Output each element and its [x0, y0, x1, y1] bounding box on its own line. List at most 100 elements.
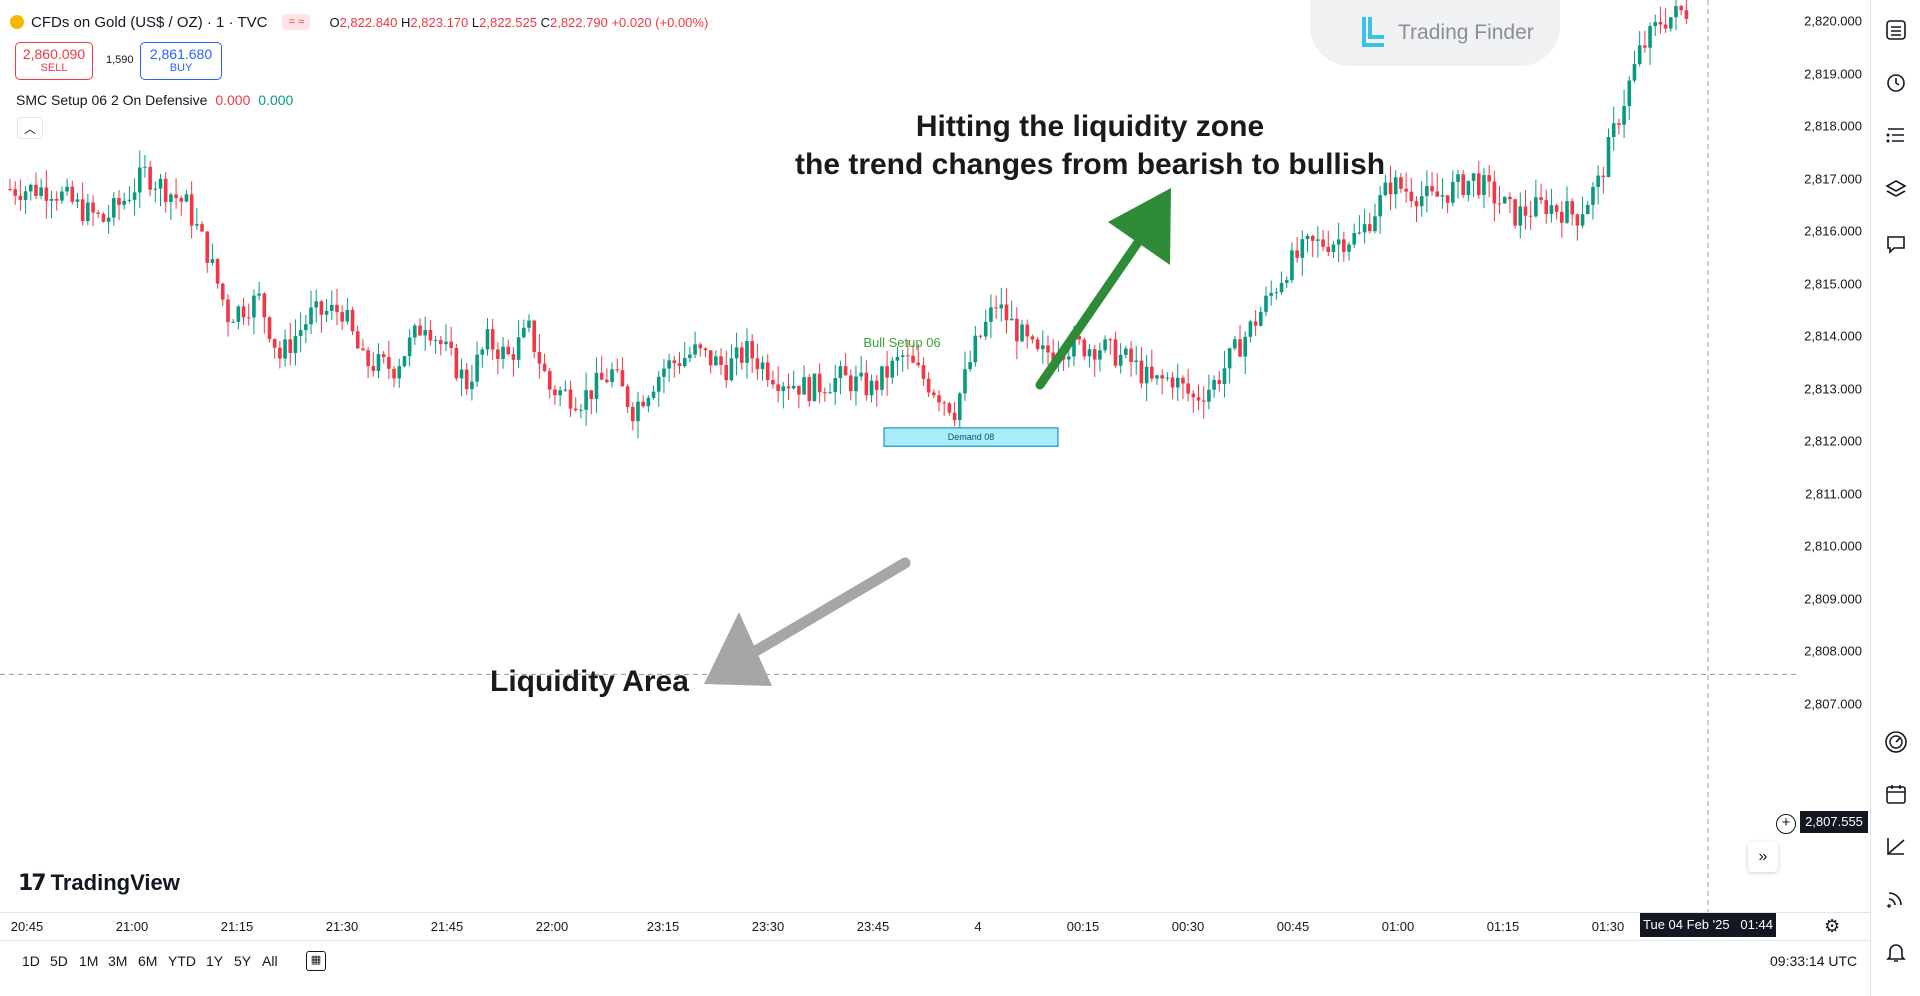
candle-body	[558, 390, 562, 396]
candle	[117, 189, 121, 221]
candle	[423, 316, 427, 352]
symbol-name[interactable]: CFDs on Gold (US$ / OZ) · 1 · TVC	[31, 13, 268, 31]
candle-body	[688, 354, 692, 359]
range-button-1y[interactable]: 1Y	[206, 953, 224, 969]
notification-bell-icon[interactable]	[1882, 938, 1910, 966]
candle-body	[662, 368, 666, 377]
chat-icon[interactable]	[1882, 230, 1910, 258]
candle-body	[1632, 64, 1637, 81]
candle-body	[371, 366, 376, 372]
candle	[298, 312, 303, 353]
time-tick-label: 21:15	[220, 919, 254, 934]
candle	[1035, 336, 1040, 352]
candle	[1674, 0, 1678, 31]
indicator-legend[interactable]: SMC Setup 06 2 On Defensive 0.000 0.000	[16, 92, 293, 108]
candle-body	[869, 380, 874, 396]
candle	[1445, 195, 1450, 214]
candle	[75, 192, 80, 209]
candle	[1030, 334, 1035, 344]
gear-icon[interactable]: ⚙	[1824, 916, 1841, 936]
candle-body	[1367, 224, 1372, 232]
candle	[236, 304, 241, 330]
candle	[1243, 331, 1248, 375]
candle-body	[132, 192, 137, 200]
watchlist-icon[interactable]	[1882, 16, 1910, 44]
range-button-6m[interactable]: 6M	[138, 953, 158, 969]
candle	[392, 365, 396, 388]
price-scale[interactable]: 2,820.000 2,819.000 2,818.000 2,817.000 2,81…	[1800, 0, 1870, 912]
candle-body	[1243, 336, 1248, 357]
candle-body	[210, 259, 215, 263]
candle	[262, 292, 267, 334]
candle-body	[1191, 393, 1196, 398]
candle	[195, 208, 199, 230]
utc-clock[interactable]: 09:33:14 UTC	[1770, 953, 1858, 969]
broadcast-icon[interactable]	[1882, 884, 1910, 912]
candle	[1108, 337, 1113, 355]
candle	[843, 353, 848, 376]
candle	[1425, 170, 1429, 213]
range-button-1m[interactable]: 1M	[79, 953, 99, 969]
candle	[319, 299, 324, 333]
range-button-all[interactable]: All	[262, 953, 278, 969]
candle-body	[994, 307, 998, 309]
candle-body	[314, 301, 319, 308]
chart-pane[interactable]: Demand 08 Bull Setup 06 Trading Finder CF…	[0, 0, 1800, 912]
buy-button[interactable]: 2,861.680 BUY	[140, 42, 222, 80]
candle-body	[589, 390, 594, 399]
range-button-1d[interactable]: 1D	[22, 953, 40, 969]
price-tick-label: 2,813.000	[1804, 381, 1862, 396]
candle	[786, 373, 791, 400]
add-alert-icon[interactable]: +	[1776, 814, 1796, 834]
candle-body	[1015, 318, 1019, 342]
candle	[1404, 172, 1408, 203]
candle	[1274, 287, 1279, 300]
candle-body	[485, 329, 490, 350]
object-tree-icon[interactable]	[1882, 122, 1910, 150]
collapse-legend-button[interactable]: ︿	[17, 117, 43, 139]
range-button-5y[interactable]: 5Y	[234, 953, 252, 969]
candle	[1528, 200, 1533, 230]
range-button-5d[interactable]: 5D	[50, 953, 68, 969]
candle	[1461, 170, 1465, 198]
candle-body	[1347, 244, 1351, 252]
candle-body	[1591, 186, 1595, 205]
range-button-3m[interactable]: 3M	[108, 953, 128, 969]
candle-body	[44, 187, 49, 201]
candle	[1207, 374, 1211, 410]
candle-body	[1388, 182, 1393, 195]
candle	[1139, 347, 1144, 389]
candle	[278, 340, 282, 369]
candle-body	[1284, 280, 1289, 283]
range-button-ytd[interactable]: YTD	[168, 953, 196, 969]
candle-body	[200, 224, 204, 232]
brand-logo[interactable]: 𝟭𝟳 TradingView	[18, 870, 180, 896]
scroll-to-realtime-button[interactable]: »	[1748, 842, 1778, 872]
candle-body	[1201, 400, 1206, 402]
candle	[1181, 375, 1185, 400]
alarm-clock-icon[interactable]	[1882, 68, 1910, 96]
candle-body	[843, 366, 848, 376]
candle	[1606, 128, 1611, 178]
candle-body	[13, 189, 17, 196]
candlestick-chart[interactable]: Demand 08 Bull Setup 06	[0, 0, 1800, 912]
candle-body	[288, 339, 293, 353]
candle-body	[1648, 26, 1652, 48]
market-status-icon[interactable]: = ≈	[282, 14, 311, 30]
candle-body	[667, 360, 671, 369]
candle	[1113, 331, 1118, 368]
candle-body	[1336, 239, 1341, 245]
layers-icon[interactable]	[1882, 175, 1910, 203]
candle-body	[246, 317, 251, 319]
speedometer-icon[interactable]	[1882, 728, 1910, 756]
trend-line-tool-icon[interactable]	[1882, 832, 1910, 860]
time-axis[interactable]: Tue 04 Feb '25 01:44 ⚙ 20:45 21:00 21:15 21…	[0, 912, 1870, 938]
candle-body	[355, 331, 360, 349]
candle	[329, 290, 334, 321]
candle-body	[1508, 196, 1512, 200]
candle-body	[932, 392, 936, 396]
calendar-icon[interactable]	[1882, 780, 1910, 808]
sell-button[interactable]: 2,860.090 SELL	[15, 42, 93, 80]
date-range-icon[interactable]: ▦	[306, 951, 326, 971]
candle	[148, 160, 152, 197]
